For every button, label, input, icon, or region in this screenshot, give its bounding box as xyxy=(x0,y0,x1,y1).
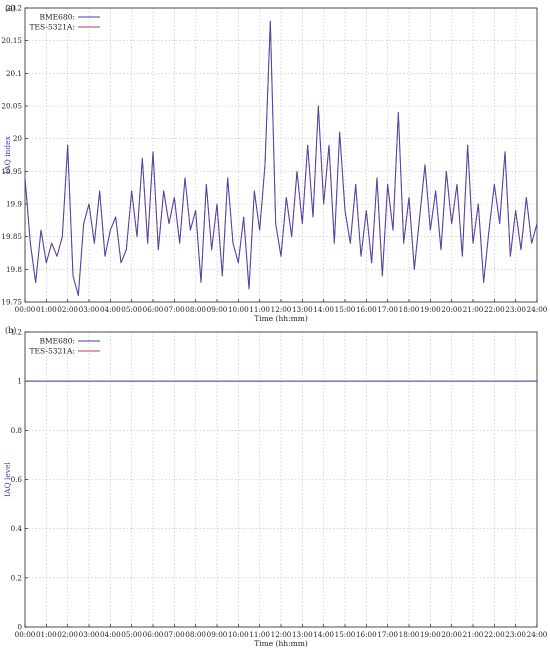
x-tick-label: 23:00 xyxy=(505,630,526,639)
x-tick-label: 16:00 xyxy=(356,305,377,314)
y-tick-label: 20.2 xyxy=(6,4,22,13)
series-line xyxy=(24,20,538,296)
x-tick-label: 19:00 xyxy=(420,630,441,639)
y-tick-label: 0.2 xyxy=(11,573,22,582)
y-tick-label: 0 xyxy=(17,623,22,632)
x-tick-label: 03:00 xyxy=(79,630,100,639)
x-tick-label: 22:00 xyxy=(484,630,505,639)
x-tick-label: 12:00 xyxy=(271,630,292,639)
y-tick-label: 20 xyxy=(13,134,23,143)
x-tick-label: 16:00 xyxy=(356,630,377,639)
x-tick-label: 08:00 xyxy=(185,305,206,314)
y-tick-label: 20.15 xyxy=(1,36,22,45)
y-axis-label: IAQ level xyxy=(3,461,12,496)
x-tick-label: 04:00 xyxy=(100,305,121,314)
x-tick-label: 00:00 xyxy=(15,630,36,639)
legend-label: BME680: xyxy=(39,13,75,22)
y-tick-label: 0.8 xyxy=(11,426,23,435)
y-axis-label: IAQ index xyxy=(3,135,12,173)
x-tick-label: 09:00 xyxy=(207,305,228,314)
x-tick-label: 17:00 xyxy=(377,630,398,639)
x-tick-label: 24:00 xyxy=(527,305,548,314)
x-tick-label: 07:00 xyxy=(164,305,185,314)
panel-label: (b) xyxy=(5,326,16,335)
legend-label: TES-5321A: xyxy=(30,347,75,356)
chart-panel-0: (a) 00:00 01:00 02:00 03:00 04:00 05:00 06:00 07… xyxy=(1,4,547,324)
x-tick-label: 12:00 xyxy=(271,305,292,314)
legend: BME680:TES-5321A: xyxy=(30,13,100,32)
legend: BME680:TES-5321A: xyxy=(30,337,100,356)
x-tick-label: 09:00 xyxy=(207,630,228,639)
y-tick-label: 1 xyxy=(17,377,22,386)
plot-frame xyxy=(24,7,538,303)
x-tick-label: 20:00 xyxy=(441,305,462,314)
x-tick-label: 24:00 xyxy=(527,630,548,639)
x-tick-label: 11:00 xyxy=(249,305,270,314)
x-tick-label: 14:00 xyxy=(313,630,334,639)
x-tick-label: 02:00 xyxy=(57,630,78,639)
x-tick-label: 13:00 xyxy=(292,630,313,639)
plot-frame xyxy=(24,331,538,628)
y-tick-label: 20.05 xyxy=(1,102,22,111)
x-tick-label: 20:00 xyxy=(441,630,462,639)
x-tick-label: 11:00 xyxy=(249,630,270,639)
y-tick-label: 20.1 xyxy=(6,69,22,78)
y-tick-label: 0.4 xyxy=(11,524,23,533)
x-tick-label: 23:00 xyxy=(505,305,526,314)
y-tick-label: 19.95 xyxy=(1,167,22,176)
x-tick-label: 04:00 xyxy=(100,630,121,639)
y-tick-label: 19.9 xyxy=(6,200,22,209)
x-tick-label: 14:00 xyxy=(313,305,334,314)
x-tick-label: 17:00 xyxy=(377,305,398,314)
panel-label: (a) xyxy=(5,4,16,13)
x-axis-label: Time (hh:mm) xyxy=(254,314,308,323)
x-tick-label: 18:00 xyxy=(399,305,420,314)
y-tick-label: 19.75 xyxy=(1,298,22,307)
x-tick-label: 22:00 xyxy=(484,305,505,314)
x-tick-label: 10:00 xyxy=(228,305,249,314)
x-tick-label: 05:00 xyxy=(121,630,142,639)
x-tick-label: 03:00 xyxy=(79,305,100,314)
x-tick-label: 21:00 xyxy=(463,305,484,314)
x-tick-label: 19:00 xyxy=(420,305,441,314)
x-tick-label: 15:00 xyxy=(335,305,356,314)
legend-label: BME680: xyxy=(39,337,75,346)
x-axis-label: Time (hh:mm) xyxy=(254,639,308,648)
x-tick-label: 10:00 xyxy=(228,630,249,639)
x-tick-label: 01:00 xyxy=(36,305,57,314)
x-tick-label: 01:00 xyxy=(36,630,57,639)
x-tick-label: 05:00 xyxy=(121,305,142,314)
x-tick-label: 15:00 xyxy=(335,630,356,639)
y-tick-label: 1.2 xyxy=(11,328,22,337)
x-tick-label: 13:00 xyxy=(292,305,313,314)
x-tick-label: 21:00 xyxy=(463,630,484,639)
x-tick-label: 00:00 xyxy=(15,305,36,314)
x-tick-label: 06:00 xyxy=(143,630,164,639)
x-tick-label: 08:00 xyxy=(185,630,206,639)
y-tick-label: 19.85 xyxy=(1,232,22,241)
x-tick-label: 06:00 xyxy=(143,305,164,314)
x-tick-label: 18:00 xyxy=(399,630,420,639)
y-tick-label: 0.6 xyxy=(11,475,23,484)
y-tick-label: 19.8 xyxy=(6,265,22,274)
x-tick-label: 07:00 xyxy=(164,630,185,639)
x-tick-label: 02:00 xyxy=(57,305,78,314)
legend-label: TES-5321A: xyxy=(30,23,75,32)
chart-panel-1: (b) 00:00 01:00 02:00 03:00 04:00 05:00 06:00 07… xyxy=(3,326,548,648)
